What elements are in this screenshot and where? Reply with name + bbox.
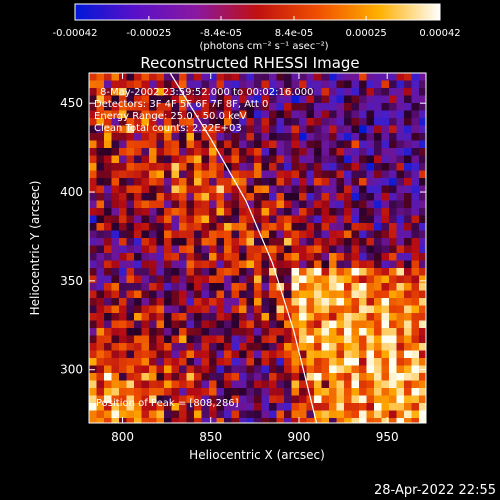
solar-limb-curve <box>169 73 318 423</box>
colorbar <box>74 3 441 21</box>
annotation-peak-position: Position of Peak = [808,286] <box>96 398 239 409</box>
colorbar-tick-label: -8.4e-05 <box>200 28 242 39</box>
y-tick-label: 300 <box>60 363 83 377</box>
colorbar-unit-label: (photons cm⁻² s⁻¹ asec⁻²) <box>199 41 328 52</box>
chart-title: Reconstructed RHESSI Image <box>140 54 359 72</box>
annotation-clean-counts: Clean Total counts: 2.22E+03 <box>94 123 242 134</box>
x-tick-label: 950 <box>376 430 399 444</box>
colorbar-tick-label: 0.00042 <box>419 28 460 39</box>
y-axis-label: Heliocentric Y (arcsec) <box>28 181 42 316</box>
footer-timestamp: 28-Apr-2022 22:55 <box>374 483 496 498</box>
x-axis-label: Heliocentric X (arcsec) <box>189 448 325 462</box>
x-tick-label: 900 <box>288 430 311 444</box>
x-tick-label: 800 <box>111 430 134 444</box>
colorbar-tick-label: 8.4e-05 <box>275 28 313 39</box>
heatmap-cells <box>89 73 426 423</box>
annotation-time-range: 8-May-2002 23:59:52.000 to 00:02:16.000 <box>100 87 313 98</box>
colorbar-tick-label: 0.00025 <box>345 28 386 39</box>
colorbar-tick-label: -0.00042 <box>53 28 98 39</box>
y-tick-label: 350 <box>60 274 83 288</box>
x-tick-label: 850 <box>199 430 222 444</box>
plot-frame <box>88 72 427 424</box>
y-axis-ticks: 300 350 400 450 <box>60 96 426 377</box>
y-tick-label: 450 <box>60 96 83 110</box>
colorbar-ticks: -0.00042 -0.00025 -8.4e-05 8.4e-05 0.00025 0.… <box>53 16 461 39</box>
annotation-detectors: Detectors: 3F 4F 5F 6F 7F 8F, Att 0 <box>94 99 268 110</box>
annotation-energy-range: Energy Range: 25.0 - 50.0 keV <box>94 111 247 122</box>
colorbar-tick-label: -0.00025 <box>126 28 171 39</box>
y-tick-label: 400 <box>60 185 83 199</box>
x-axis-ticks: 800 850 900 950 <box>111 73 399 444</box>
